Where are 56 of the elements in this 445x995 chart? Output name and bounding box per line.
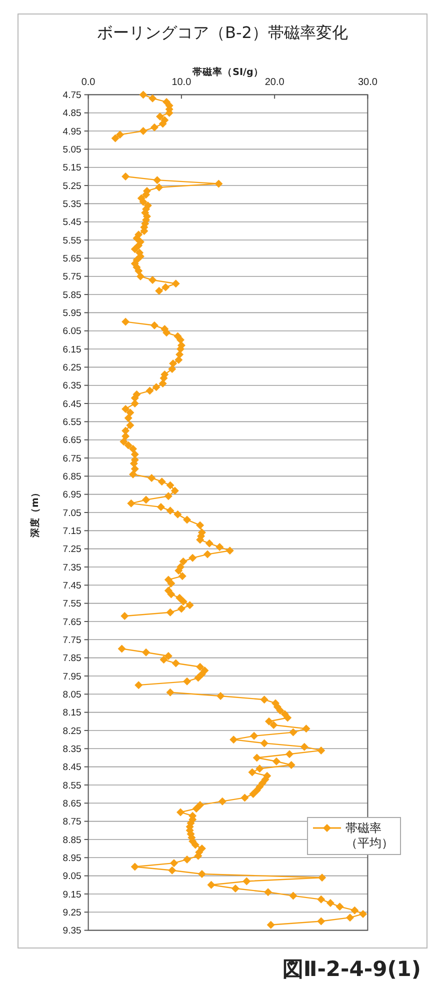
- x-tick-label: 0.0: [81, 77, 96, 88]
- x-tick-label: 10.0: [172, 77, 192, 88]
- y-tick-label: 9.35: [62, 926, 82, 937]
- y-tick-label: 7.05: [62, 508, 82, 519]
- x-axis-title: 帯磁率（SI/g）: [192, 66, 264, 78]
- y-tick-label: 7.35: [62, 562, 82, 574]
- y-tick-label: 5.55: [62, 235, 82, 246]
- y-tick-label: 8.05: [62, 689, 82, 700]
- y-tick-label: 9.25: [62, 907, 82, 918]
- y-tick-label: 8.55: [62, 780, 82, 792]
- y-tick-label: 5.45: [62, 217, 82, 228]
- y-tick-label: 6.75: [62, 453, 82, 464]
- y-tick-label: 7.65: [62, 616, 82, 628]
- y-tick-label: 8.25: [62, 726, 82, 737]
- y-tick-label: 5.35: [62, 198, 82, 210]
- y-tick-label: 7.55: [62, 598, 82, 610]
- y-tick-label: 6.65: [62, 435, 82, 446]
- y-tick-label: 6.95: [62, 490, 82, 501]
- y-tick-label: 7.95: [62, 671, 82, 682]
- y-axis-title: 深度（m）: [29, 488, 41, 538]
- text: 図Ⅱ-2-4-9(1): [282, 956, 421, 983]
- y-tick-label: 8.85: [62, 834, 82, 846]
- y-tick-label: 8.65: [62, 798, 82, 810]
- y-tick-label: 5.85: [62, 290, 82, 301]
- y-tick-label: 5.05: [62, 144, 82, 156]
- y-tick-label: 6.15: [62, 344, 82, 356]
- y-tick-label: 5.65: [62, 253, 82, 264]
- y-tick-label: 7.15: [62, 526, 82, 537]
- x-tick-label: 20.0: [264, 77, 285, 88]
- y-tick-label: 4.85: [62, 108, 82, 120]
- y-tick-label: 7.85: [62, 653, 82, 664]
- y-tick-label: 6.85: [62, 471, 82, 482]
- y-tick-label: 6.25: [62, 362, 82, 374]
- y-tick-label: 6.05: [62, 326, 82, 338]
- y-tick-label: 5.15: [62, 162, 82, 174]
- y-tick-label: 4.95: [62, 126, 82, 138]
- y-tick-label: 6.35: [62, 380, 82, 392]
- y-tick-label: 8.15: [62, 708, 82, 719]
- y-tick-label: 9.15: [62, 889, 82, 900]
- y-tick-label: 6.45: [62, 398, 82, 410]
- y-tick-label: 5.75: [62, 272, 82, 283]
- x-tick-label: 30.0: [358, 77, 378, 88]
- y-tick-label: 7.25: [62, 544, 82, 556]
- y-tick-label: 5.25: [62, 180, 82, 192]
- y-tick-label: 7.75: [62, 634, 82, 646]
- y-tick-label: 9.05: [62, 871, 82, 882]
- y-tick-label: 6.55: [62, 416, 82, 428]
- y-tick-label: 7.45: [62, 580, 82, 592]
- y-tick-label: 8.95: [62, 852, 82, 864]
- y-tick-label: 8.75: [62, 816, 82, 828]
- chart-title: ボーリングコア（B-2）帯磁率変化: [97, 23, 348, 42]
- y-tick-label: 5.95: [62, 308, 82, 319]
- y-tick-label: 4.75: [62, 90, 82, 101]
- legend-label: 帯磁率（平均）: [346, 821, 395, 851]
- y-tick-label: 8.35: [62, 744, 82, 755]
- y-tick-label: 8.45: [62, 762, 82, 774]
